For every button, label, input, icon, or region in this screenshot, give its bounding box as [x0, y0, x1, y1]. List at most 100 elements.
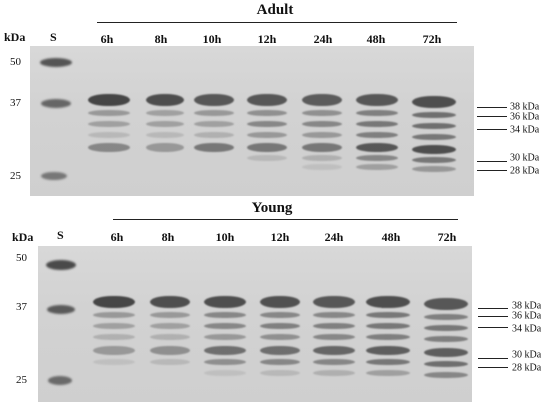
band-label-38kda: 38 kDa [512, 300, 542, 312]
protein-band [93, 334, 135, 340]
protein-band [412, 145, 456, 154]
lane-label-6h: 6h [100, 32, 114, 46]
tick-30 [478, 358, 508, 359]
protein-band [93, 296, 135, 308]
marker-50: 50 [16, 252, 27, 264]
protein-band [150, 296, 190, 308]
protein-band [146, 132, 184, 138]
western-blot-panel-young: Young kDa S 6h 8h 10h 12h 24h 48h 72h 50… [0, 200, 550, 406]
marker-25: 25 [16, 374, 27, 386]
band-label-36kda: 36 kDa [510, 111, 540, 123]
protein-band [260, 334, 300, 340]
tick-34 [478, 327, 508, 328]
lane-label-12h: 12h [270, 230, 290, 244]
ladder-band-37 [41, 99, 71, 108]
protein-band [366, 312, 410, 318]
protein-band [260, 312, 300, 318]
protein-band [313, 312, 355, 318]
ladder-band-25 [41, 172, 67, 180]
lane-label-48h: 48h [381, 230, 401, 244]
protein-band [247, 110, 287, 116]
title-underline [97, 22, 457, 23]
protein-band [356, 121, 398, 127]
title-underline [113, 219, 458, 220]
protein-band [412, 112, 456, 118]
protein-band [88, 132, 130, 138]
protein-band [88, 94, 130, 106]
protein-band [150, 359, 190, 365]
tick-30 [477, 161, 507, 162]
tick-28 [477, 170, 507, 171]
lane-label-10h: 10h [202, 32, 222, 46]
protein-band [313, 323, 355, 329]
kda-axis-header: kDa [4, 30, 26, 44]
protein-band [260, 296, 300, 308]
protein-band [302, 110, 342, 116]
band-label-28kda: 28 kDa [510, 165, 540, 177]
marker-37: 37 [16, 301, 27, 313]
protein-band [313, 296, 355, 308]
protein-band [412, 123, 456, 129]
kda-axis-header: kDa [12, 230, 34, 244]
lane-label-12h: 12h [257, 32, 277, 46]
protein-band [150, 323, 190, 329]
marker-25: 25 [10, 170, 21, 182]
protein-band [366, 296, 410, 308]
protein-band [302, 94, 342, 106]
protein-band [247, 121, 287, 127]
protein-band [194, 94, 234, 106]
protein-band [204, 334, 246, 340]
protein-band [313, 370, 355, 376]
protein-band [260, 370, 300, 376]
protein-band [204, 323, 246, 329]
protein-band [356, 132, 398, 138]
protein-band [194, 121, 234, 127]
protein-band [302, 132, 342, 138]
protein-band [412, 157, 456, 163]
lane-label-8h: 8h [161, 230, 175, 244]
panel-title: Young [251, 200, 293, 216]
protein-band [194, 110, 234, 116]
panel-title: Adult [256, 2, 294, 18]
protein-band [150, 334, 190, 340]
band-label-28kda: 28 kDa [512, 362, 542, 374]
protein-band [204, 359, 246, 365]
lane-label-72h: 72h [422, 32, 442, 46]
band-label-34kda: 34 kDa [512, 323, 542, 335]
protein-band [366, 359, 410, 365]
protein-band [424, 314, 468, 320]
protein-band [302, 121, 342, 127]
protein-band [93, 359, 135, 365]
tick-28 [478, 367, 508, 368]
protein-band [247, 94, 287, 106]
band-label-38kda: 38 kDa [510, 101, 540, 113]
protein-band [302, 143, 342, 152]
lane-label-24h: 24h [324, 230, 344, 244]
protein-band [313, 346, 355, 355]
protein-band [194, 132, 234, 138]
ladder-band-37 [47, 305, 75, 314]
protein-band [204, 312, 246, 318]
protein-band [366, 323, 410, 329]
protein-band [260, 359, 300, 365]
protein-band [424, 348, 468, 357]
protein-band [93, 312, 135, 318]
lane-label-10h: 10h [215, 230, 235, 244]
protein-band [88, 110, 130, 116]
protein-band [88, 121, 130, 127]
tick-38 [478, 308, 508, 309]
lane-label-6h: 6h [110, 230, 124, 244]
tick-34 [477, 129, 507, 130]
protein-band [194, 143, 234, 152]
protein-band [412, 134, 456, 140]
protein-band [313, 334, 355, 340]
lane-label-24h: 24h [313, 32, 333, 46]
western-blot-panel-adult: Adult kDa S 6h 8h 10h 12h 24h 48h 72h 50… [0, 0, 550, 200]
tick-36 [477, 116, 507, 117]
protein-band [424, 361, 468, 367]
standard-lane-header: S [57, 228, 64, 242]
protein-band [260, 346, 300, 355]
lane-label-72h: 72h [437, 230, 457, 244]
ladder-band-50 [46, 260, 76, 270]
protein-band [302, 164, 342, 170]
